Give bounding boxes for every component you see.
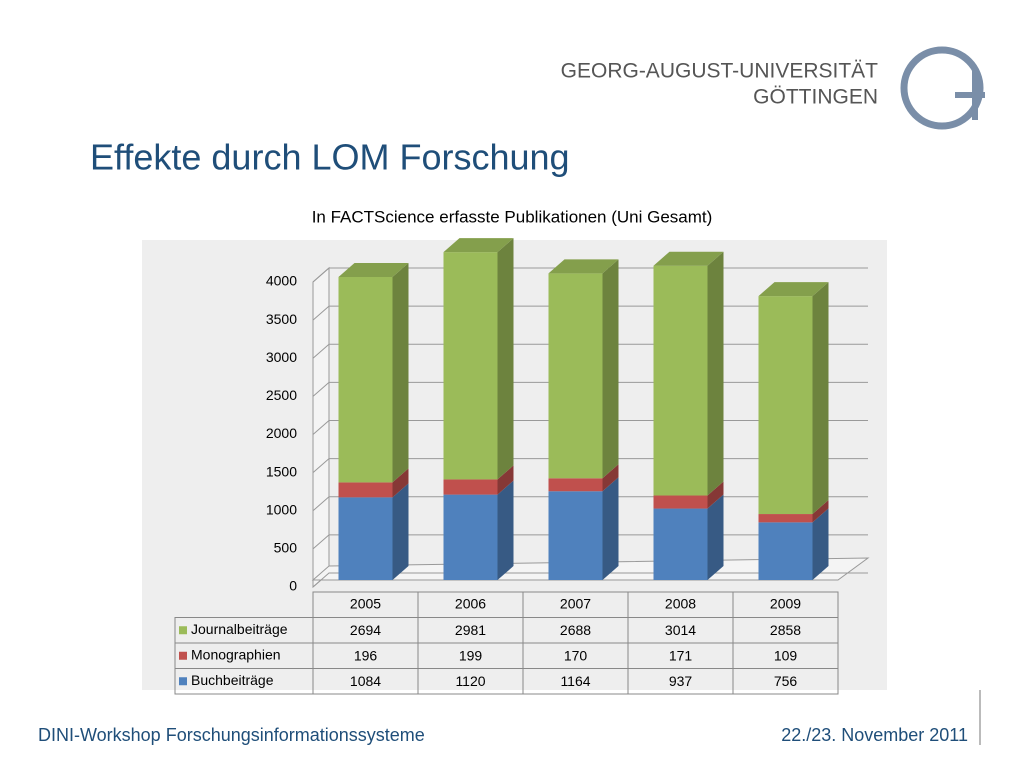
y-tick-label: 2500 xyxy=(266,387,297,403)
table-value: 171 xyxy=(669,647,693,663)
legend-swatch xyxy=(179,677,187,686)
table-value: 170 xyxy=(564,647,588,663)
table-value: 1120 xyxy=(455,673,485,689)
bar-side xyxy=(707,481,724,509)
table-value: 1164 xyxy=(560,673,590,689)
bar-side xyxy=(392,468,409,498)
bar-front xyxy=(653,495,708,509)
table-value: 196 xyxy=(354,647,378,663)
bar-side xyxy=(602,477,619,580)
table-value: 199 xyxy=(459,647,483,663)
bar-top xyxy=(548,259,619,274)
table-value: 2858 xyxy=(770,622,801,638)
bar-front xyxy=(758,522,813,580)
y-tick-label: 4000 xyxy=(266,273,297,289)
chart: 0 500 1000 1500 2000 2500 3000 3500 4000 2005 2006… xyxy=(174,238,870,695)
bar-front xyxy=(443,494,498,580)
bar-front xyxy=(443,252,498,480)
table-value: 109 xyxy=(774,647,798,663)
bar-top xyxy=(653,251,724,266)
bar-front xyxy=(338,276,393,483)
table-value: 2688 xyxy=(560,622,591,638)
y-tick-label: 1000 xyxy=(266,501,297,517)
legend-swatch xyxy=(179,626,187,635)
bar-front xyxy=(548,273,603,479)
chart-title: In FACTScience erfasste Publikationen (U… xyxy=(312,207,713,226)
y-tick-label: 3500 xyxy=(266,311,297,327)
footer-right: 22./23. November 2011 xyxy=(781,725,968,745)
bar-side xyxy=(497,480,514,580)
bar-side xyxy=(392,483,409,580)
legend-label: Buchbeiträge xyxy=(191,672,274,688)
legend-label: Monographien xyxy=(191,646,281,662)
slide-title: Effekte durch LOM Forschung xyxy=(90,137,570,178)
table-value: 937 xyxy=(669,673,693,689)
bar-front xyxy=(758,514,813,523)
bar-side xyxy=(707,251,724,496)
bar-side xyxy=(497,238,514,480)
x-tick-label: 2007 xyxy=(560,595,591,611)
bar-side xyxy=(812,500,829,523)
university-city: GÖTTINGEN xyxy=(753,86,878,109)
bar-front xyxy=(653,508,708,580)
university-name: GEORG-AUGUST-UNIVERSITÄT xyxy=(561,60,879,83)
bar-side xyxy=(497,465,514,495)
y-tick-label: 500 xyxy=(274,540,298,556)
bar-side xyxy=(707,494,724,580)
y-tick-label: 3000 xyxy=(266,349,297,365)
bar-side xyxy=(812,508,829,580)
bar-top xyxy=(443,238,514,253)
x-tick-label: 2008 xyxy=(665,595,696,611)
bar-front xyxy=(338,497,393,580)
y-tick-label: 2000 xyxy=(266,425,297,441)
footer-left: DINI-Workshop Forschungsinformationssyst… xyxy=(38,725,425,745)
legend-swatch xyxy=(179,651,187,660)
bar-front xyxy=(548,478,603,492)
table-value: 3014 xyxy=(665,622,696,638)
bar-front xyxy=(758,296,813,515)
y-tick-label: 1500 xyxy=(266,463,297,479)
bar-side xyxy=(602,259,619,479)
bar-side xyxy=(812,282,829,515)
bar-front xyxy=(338,482,393,498)
x-tick-label: 2006 xyxy=(455,595,486,611)
table-value: 2981 xyxy=(455,622,486,638)
bar-front xyxy=(548,491,603,580)
bar-side xyxy=(602,464,619,492)
table-value: 756 xyxy=(774,673,798,689)
bar-front xyxy=(443,479,498,495)
table-value: 2694 xyxy=(350,622,381,638)
bar-front xyxy=(653,265,708,496)
bar-top xyxy=(758,282,829,297)
x-tick-label: 2009 xyxy=(770,595,801,611)
table-value: 1084 xyxy=(350,673,381,689)
legend-label: Journalbeiträge xyxy=(191,621,288,637)
bar-top xyxy=(338,262,409,277)
y-tick-label: 0 xyxy=(289,578,297,594)
logo xyxy=(900,46,985,130)
bar-side xyxy=(392,262,409,483)
x-tick-label: 2005 xyxy=(350,595,381,611)
